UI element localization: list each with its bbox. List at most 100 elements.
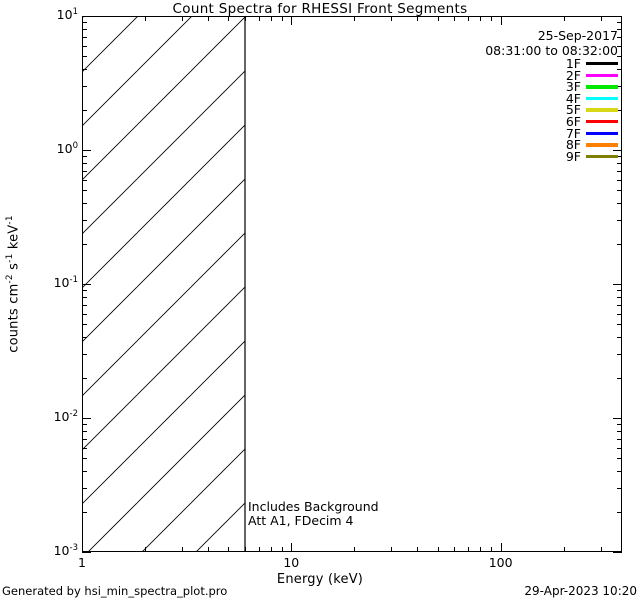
- tick-mark: [617, 109, 622, 111]
- tick-mark: [354, 547, 356, 552]
- tick-mark: [480, 547, 482, 552]
- tick-mark: [617, 290, 622, 292]
- tick-mark: [82, 447, 87, 449]
- tick-mark: [617, 447, 622, 449]
- legend-label: 7F: [565, 125, 581, 141]
- legend-item-7f[interactable]: 7F: [520, 125, 618, 141]
- tick-mark: [617, 304, 622, 306]
- tick-mark: [291, 16, 293, 25]
- y-axis-tick-labels: 101 100 10-1 10-2 10-3: [0, 0, 78, 600]
- legend: 1F 2F 3F 4F 5F 6F 7F 8F 9F: [520, 57, 618, 164]
- tick-mark: [617, 28, 622, 31]
- tick-mark: [82, 471, 87, 473]
- y-axis-label: counts cm-2 s-1 keV-1: [5, 215, 22, 353]
- tick-mark: [480, 16, 482, 21]
- tick-mark: [82, 424, 87, 426]
- tick-mark: [82, 313, 87, 315]
- tick-mark: [82, 109, 87, 111]
- tick-mark: [600, 16, 602, 21]
- legend-label: 2F: [565, 67, 581, 83]
- x-tick-label: 1: [78, 555, 86, 570]
- legend-color-swatch: [586, 154, 618, 159]
- tick-mark: [228, 547, 230, 552]
- tick-mark: [617, 424, 622, 426]
- tick-mark: [617, 511, 622, 513]
- tick-mark: [82, 16, 84, 25]
- tick-mark: [208, 16, 210, 21]
- legend-color-swatch: [586, 108, 618, 112]
- y-tick-label: 10-3: [53, 542, 78, 558]
- tick-mark: [468, 547, 470, 552]
- tick-mark: [491, 16, 493, 21]
- legend-item-9f[interactable]: 9F: [520, 148, 618, 164]
- tick-mark: [617, 162, 622, 165]
- tick-mark: [617, 190, 622, 192]
- tick-mark: [281, 547, 283, 552]
- tick-mark: [82, 69, 87, 71]
- legend-item-4f[interactable]: 4F: [520, 90, 618, 106]
- tick-mark: [613, 418, 622, 420]
- tick-mark: [244, 547, 246, 552]
- tick-mark: [258, 547, 260, 552]
- legend-color-swatch: [586, 62, 618, 66]
- legend-item-5f[interactable]: 5F: [520, 104, 618, 116]
- tick-mark: [417, 16, 419, 21]
- tick-mark: [613, 150, 622, 152]
- tick-mark: [617, 458, 622, 460]
- legend-label: 9F: [565, 148, 581, 164]
- tick-mark: [417, 547, 419, 552]
- tick-mark: [391, 16, 393, 21]
- legend-color-swatch: [586, 73, 618, 78]
- tick-mark: [82, 16, 91, 18]
- y-tick-label: 10-1: [53, 274, 78, 290]
- tick-mark: [617, 45, 622, 47]
- legend-item-6f[interactable]: 6F: [520, 115, 618, 128]
- page-title: Count Spectra for RHESSI Front Segments: [172, 1, 468, 17]
- tick-mark: [82, 28, 87, 31]
- tick-mark: [491, 547, 493, 552]
- tick-mark: [613, 16, 622, 18]
- legend-label: 5F: [565, 102, 581, 118]
- legend-label: 4F: [565, 90, 581, 106]
- tick-mark: [617, 170, 622, 172]
- tick-mark: [82, 430, 87, 433]
- legend-item-3f[interactable]: 3F: [520, 81, 618, 93]
- legend-color-swatch: [586, 85, 618, 89]
- tick-mark: [82, 86, 87, 88]
- tick-mark: [82, 418, 91, 420]
- tick-mark: [82, 36, 87, 38]
- tick-mark: [181, 16, 183, 21]
- render-timestamp: 29-Apr-2023 10:20: [524, 584, 637, 598]
- tick-mark: [82, 45, 87, 47]
- tick-mark: [82, 203, 87, 205]
- tick-mark: [617, 324, 622, 326]
- legend-item-8f[interactable]: 8F: [520, 139, 618, 151]
- tick-mark: [82, 458, 87, 460]
- x-axis-label: Energy (keV): [276, 572, 364, 587]
- tick-mark: [82, 156, 87, 158]
- y-tick-label: 101: [56, 6, 78, 22]
- tick-mark: [613, 552, 622, 554]
- tick-mark: [82, 438, 87, 440]
- legend-item-2f[interactable]: 2F: [520, 67, 618, 83]
- legend-color-swatch: [586, 120, 618, 124]
- tick-mark: [617, 179, 622, 181]
- tick-mark: [617, 156, 622, 158]
- y-tick-label: 100: [56, 140, 78, 156]
- tick-mark: [82, 304, 87, 306]
- tick-mark: [82, 179, 87, 181]
- tick-mark: [82, 324, 87, 326]
- tick-mark: [271, 547, 273, 552]
- tick-mark: [437, 547, 439, 552]
- tick-mark: [82, 511, 87, 513]
- generator-credit: Generated by hsi_min_spectra_plot.pro: [2, 584, 228, 598]
- tick-mark: [82, 220, 87, 222]
- tick-mark: [82, 284, 91, 286]
- tick-mark: [82, 162, 87, 165]
- legend-item-1f[interactable]: 1F: [520, 57, 618, 70]
- tick-mark: [454, 547, 456, 552]
- tick-mark: [82, 243, 87, 245]
- tick-mark: [563, 16, 565, 21]
- hatched-region: [83, 17, 246, 551]
- tick-mark: [600, 547, 602, 552]
